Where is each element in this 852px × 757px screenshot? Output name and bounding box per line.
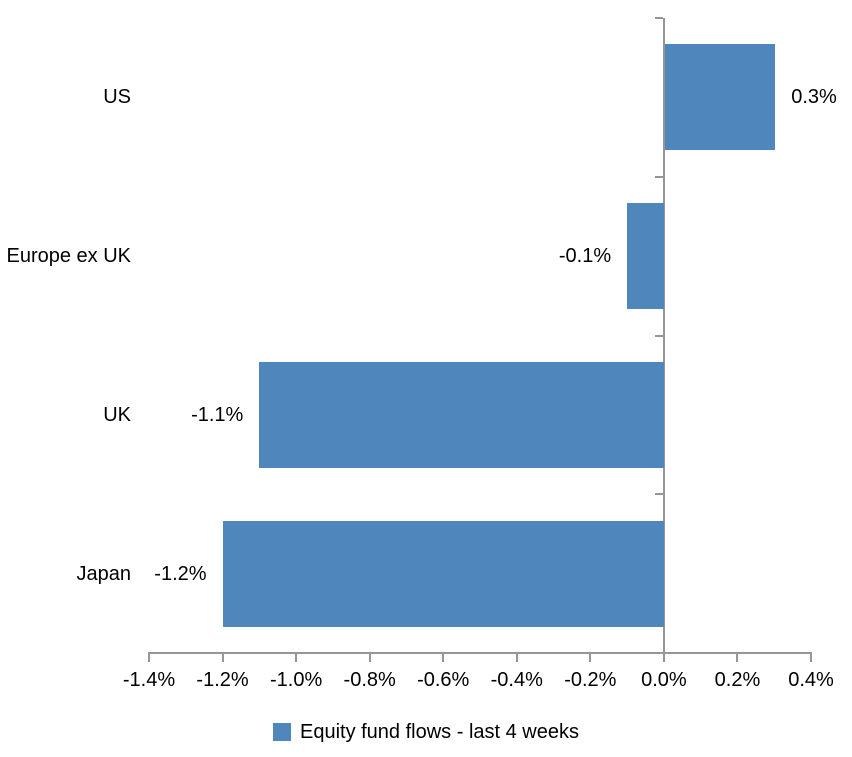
y-axis-tick [654, 493, 663, 496]
x-tick-label: -0.4% [490, 669, 543, 691]
x-tick-label: 0.2% [714, 669, 761, 691]
x-axis-tick [148, 653, 150, 662]
x-tick-label: -1.4% [122, 669, 176, 691]
x-tick-label: -1.0% [269, 669, 323, 691]
y-axis-tick [654, 17, 663, 19]
legend: Equity fund flows - last 4 weeks [0, 718, 852, 746]
data-label: -1.2% [154, 562, 207, 585]
x-axis-tick [295, 653, 298, 662]
x-axis-tick [810, 653, 812, 662]
x-axis-tick [662, 653, 665, 662]
category-label: US [103, 86, 131, 109]
bar [222, 520, 664, 627]
data-label: 0.3% [791, 86, 837, 109]
x-axis-tick [589, 653, 592, 662]
legend-series-label: Equity fund flows - last 4 weeks [299, 721, 579, 743]
bar [664, 44, 776, 151]
x-axis-tick [442, 653, 445, 662]
legend-square-icon [272, 723, 291, 741]
bar [627, 203, 664, 310]
y-axis-line [662, 18, 665, 662]
x-axis-tick [736, 653, 739, 662]
data-label: -1.1% [191, 403, 244, 426]
x-axis-line [148, 652, 812, 654]
bar [259, 361, 664, 468]
x-axis-tick [515, 653, 518, 662]
x-axis-tick [368, 653, 371, 662]
x-tick-label: -1.2% [196, 669, 249, 691]
x-axis-tick [221, 653, 224, 662]
data-label: -0.1% [558, 245, 612, 268]
x-tick-label: -0.6% [417, 669, 470, 691]
x-tick-label: 0.0% [641, 669, 687, 691]
y-axis-tick [654, 175, 663, 178]
y-axis-tick [654, 334, 663, 337]
x-tick-label: 0.4% [788, 669, 834, 691]
x-tick-label: -0.8% [343, 669, 396, 691]
category-label: UK [103, 403, 131, 426]
category-label: Japan [76, 562, 132, 585]
category-label: Europe ex UK [6, 245, 131, 268]
x-tick-label: -0.2% [564, 669, 617, 691]
